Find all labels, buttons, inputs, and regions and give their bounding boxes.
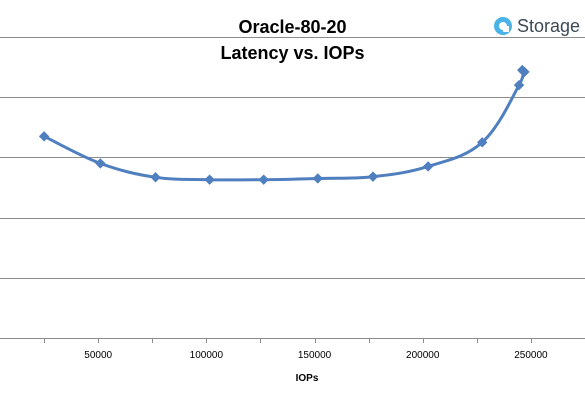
x-tick-label: 100000 bbox=[190, 350, 224, 361]
x-tick-labels: 50000 100000 150000 200000 250000 bbox=[84, 350, 548, 361]
data-point-5 bbox=[258, 174, 269, 185]
data-point-6 bbox=[312, 173, 323, 184]
logo-text: Storage bbox=[517, 15, 581, 36]
x-tick-label: 200000 bbox=[406, 350, 440, 361]
series-layer bbox=[38, 64, 530, 185]
x-tick-label: 150000 bbox=[298, 350, 332, 361]
chart-title-line-2: Latency vs. IOPs bbox=[220, 43, 365, 63]
chart-title: Oracle-80-20 Latency vs. IOPs bbox=[0, 14, 585, 66]
storage-logo: Storage bbox=[493, 14, 580, 38]
data-point-2 bbox=[95, 158, 106, 169]
data-point-3 bbox=[150, 172, 161, 183]
chart-title-line-1: Oracle-80-20 bbox=[238, 17, 347, 37]
data-point-10 bbox=[513, 79, 525, 91]
data-point-8 bbox=[422, 161, 434, 172]
data-point-12 bbox=[519, 66, 530, 78]
data-point-7 bbox=[367, 171, 379, 182]
x-tick-label: 50000 bbox=[84, 350, 112, 361]
data-point-1 bbox=[38, 131, 50, 142]
x-tick-label: 250000 bbox=[514, 350, 548, 361]
gridlines bbox=[0, 37, 585, 279]
storagereview-logo-icon bbox=[494, 17, 512, 35]
data-point-9 bbox=[477, 137, 488, 148]
series-line-1 bbox=[42, 67, 526, 182]
x-axis bbox=[0, 338, 585, 343]
x-axis-label: IOPs bbox=[296, 373, 319, 384]
data-point-4 bbox=[204, 174, 215, 185]
